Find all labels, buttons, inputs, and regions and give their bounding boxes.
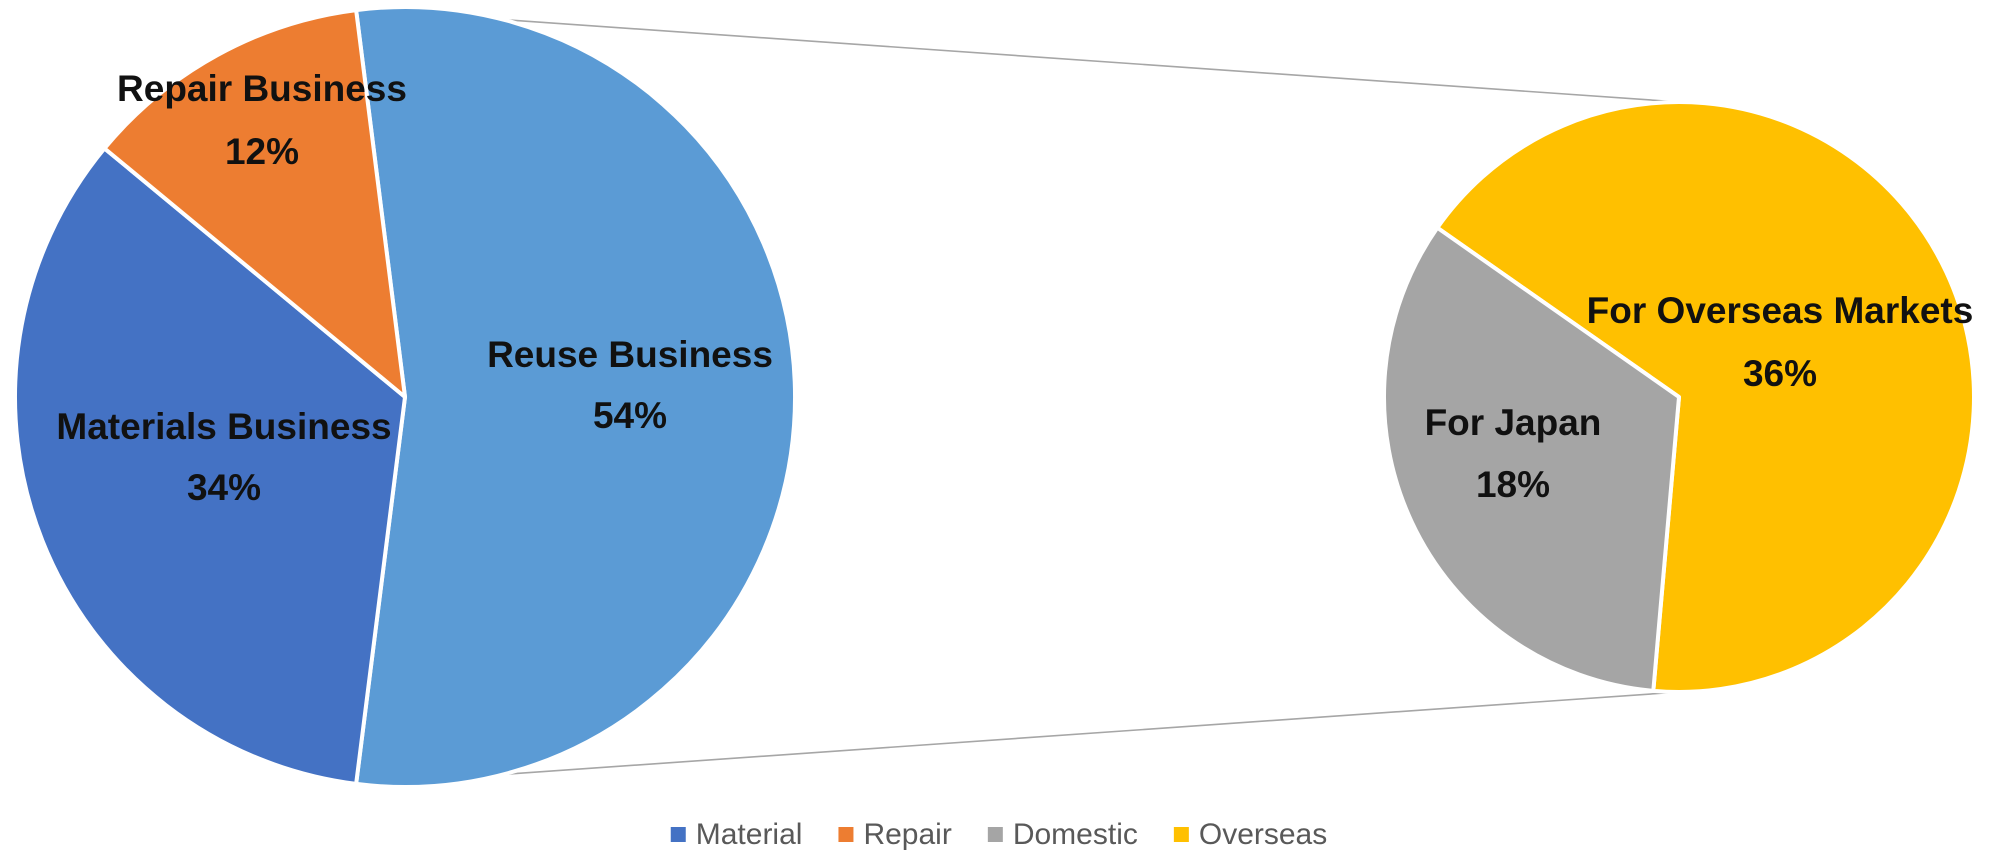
pie-slice-materials bbox=[13, 146, 407, 786]
connector-lines bbox=[396, 11, 1680, 783]
data-labels: Reuse Business 54% Materials Business 34% Re… bbox=[56, 68, 1973, 508]
slice-label-repair: Repair Business bbox=[117, 68, 407, 109]
secondary-slice-overseas bbox=[1435, 100, 1976, 694]
slice-value-overseas: 36% bbox=[1743, 353, 1817, 394]
legend-label-overseas: Overseas bbox=[1199, 818, 1327, 851]
pie-slice-reuse bbox=[354, 5, 797, 789]
legend-swatch-domestic bbox=[987, 827, 1003, 842]
slice-value-repair: 12% bbox=[225, 131, 299, 172]
slice-value-materials: 34% bbox=[187, 467, 261, 508]
legend-label-material: Material bbox=[696, 818, 803, 851]
legend-swatch-material bbox=[670, 827, 686, 842]
connector-line-top bbox=[396, 11, 1680, 103]
legend-swatch-repair bbox=[838, 827, 854, 842]
legend-label-domestic: Domestic bbox=[1013, 818, 1138, 851]
slice-value-japan: 18% bbox=[1476, 464, 1550, 505]
legend-label-repair: Repair bbox=[863, 818, 951, 851]
main-pie bbox=[13, 5, 797, 789]
connector-line-bottom bbox=[396, 691, 1680, 783]
slice-value-reuse: 54% bbox=[593, 395, 667, 436]
slice-label-reuse: Reuse Business bbox=[487, 334, 773, 375]
slice-label-japan: For Japan bbox=[1425, 402, 1602, 443]
legend: Material Repair Domestic Overseas bbox=[670, 818, 1327, 851]
secondary-pie bbox=[1382, 100, 1976, 694]
secondary-slice-japan bbox=[1382, 225, 1681, 693]
legend-swatch-overseas bbox=[1173, 827, 1189, 842]
slice-label-materials: Materials Business bbox=[56, 406, 391, 447]
slice-label-overseas: For Overseas Markets bbox=[1587, 290, 1974, 331]
pie-slice-repair bbox=[102, 8, 407, 399]
